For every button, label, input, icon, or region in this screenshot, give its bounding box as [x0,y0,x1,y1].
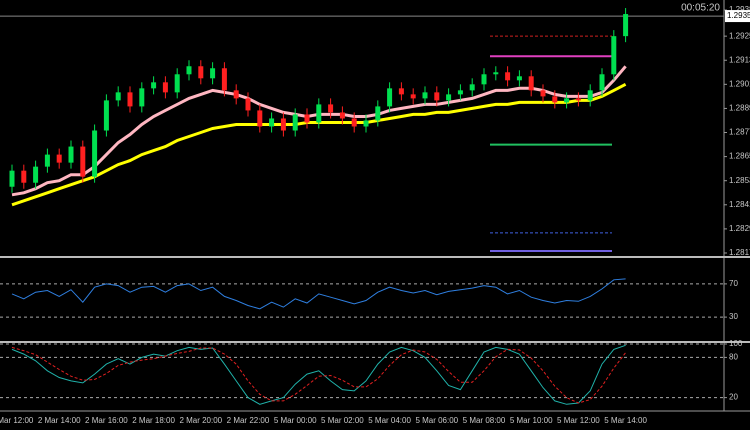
candle-body [469,84,475,91]
time-label: 2 Mar 22:00 [227,416,270,425]
candle-body [339,112,345,119]
candle-body [316,104,322,123]
y-tick-label: 1.2817 [729,248,750,257]
indicator-line [11,344,626,405]
candle-body [151,82,157,89]
candle-body [587,90,593,101]
candle-body [233,90,239,99]
y-tick-label: 100 [729,339,743,348]
current-price-label: 1.2935 [727,11,750,20]
y-tick-label: 1.2877 [729,128,750,137]
current-price-box [725,10,750,23]
candle-body [363,120,369,127]
candle-body [328,104,334,113]
candle-body [44,154,50,167]
y-tick-label: 1.2938 [729,5,750,14]
candle-body [292,114,298,131]
time-label: 5 Mar 00:00 [274,416,317,425]
y-tick-label: 1.2865 [729,152,750,161]
candle-body [481,74,487,85]
candle-body [68,146,74,163]
candle-body [552,96,558,103]
candle-body [186,66,192,75]
candle-body [505,72,511,81]
candle-body [9,170,15,187]
time-label: 5 Mar 08:00 [463,416,506,425]
y-tick-label: 70 [729,279,738,288]
candle-body [351,118,357,127]
timer: 00:05:20 [681,3,720,14]
candle-body [245,98,251,111]
candle-body [92,130,98,177]
y-tick-label: 1.2829 [729,224,750,233]
candle-body [80,146,86,177]
candle-body [269,118,275,127]
time-label: 5 Mar 12:00 [557,416,600,425]
candle-body [623,14,629,37]
y-tick-label: 1.2889 [729,104,750,113]
candle-body [575,98,581,101]
candle-body [280,118,286,131]
candle-body [446,94,452,101]
candle-body [398,88,404,95]
candle-body [564,98,570,103]
y-tick-label: 30 [729,312,738,321]
candle-body [127,92,133,107]
candle-body [304,114,310,123]
candle-body [210,68,216,79]
candle-body [540,90,546,97]
candle-body [410,94,416,99]
indicator-line [11,278,626,310]
time-label: 5 Mar 02:00 [321,416,364,425]
y-tick-label: 1.2853 [729,176,750,185]
y-tick-label: 1.2925 [729,31,750,40]
candle-body [115,92,121,101]
indicator-line [11,346,626,404]
candle-body [493,72,499,75]
candle-body [611,36,617,75]
time-label: 5 Mar 04:00 [368,416,411,425]
y-tick-label: 80 [729,353,738,362]
candle-body [174,74,180,93]
candle-body [257,110,263,127]
time-label: 2 Mar 20:00 [179,416,222,425]
candle-body [198,66,204,79]
candle-body [33,166,39,183]
candle-body [599,74,605,91]
candle-body [56,154,62,163]
candle-body [516,76,522,81]
candle-body [422,92,428,99]
candle-body [139,88,145,107]
candle-body [221,68,227,91]
candle-body [434,92,440,101]
candle-body [375,106,381,121]
time-label: 2 Mar 16:00 [85,416,128,425]
time-label: 5 Mar 10:00 [510,416,553,425]
candle-body [21,170,27,183]
candle-body [162,82,168,93]
time-label: 5 Mar 06:00 [415,416,458,425]
y-tick-label: 20 [729,393,738,402]
candle-body [387,88,393,107]
time-label: 5 Mar 14:00 [604,416,647,425]
candle-body [457,90,463,95]
candle-body [528,76,534,91]
time-label: 2 Mar 12:00 [0,416,34,425]
candle-body [103,100,109,131]
time-label: 2 Mar 18:00 [132,416,175,425]
y-tick-label: 1.2913 [729,55,750,64]
time-label: 2 Mar 14:00 [38,416,81,425]
